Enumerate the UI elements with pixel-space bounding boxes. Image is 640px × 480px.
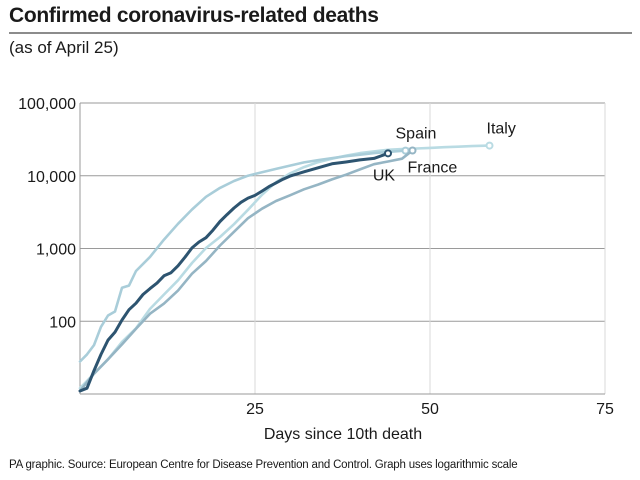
gridlines (80, 102, 606, 394)
series-lines (78, 141, 494, 393)
series-end-marker-italy (485, 141, 494, 150)
axes (79, 103, 605, 395)
x-axis-label: Days since 10th death (264, 426, 422, 443)
series-line-france (78, 149, 414, 393)
y-tick-label: 10,000 (27, 169, 76, 186)
chart-subtitle: (as of April 25) (9, 38, 119, 57)
series-label-italy: Italy (487, 121, 516, 138)
x-tick-label: 50 (421, 401, 439, 418)
chart-title: Confirmed coronavirus-related deaths (9, 4, 379, 27)
y-tick-label: 100,000 (18, 96, 76, 113)
series-end-marker-france (408, 146, 417, 155)
series-label-uk: UK (373, 167, 396, 184)
source-footer: PA graphic. Source: European Centre for … (9, 459, 518, 471)
series-line-uk (78, 151, 390, 393)
series-label-spain: Spain (396, 126, 437, 143)
series-label-france: France (408, 159, 458, 176)
y-tick-label: 1,000 (36, 242, 76, 259)
tick-labels: 100 1,000 10,000 100,000 25 50 75 (18, 96, 614, 418)
series-end-marker-spain (401, 146, 410, 155)
x-tick-label: 75 (596, 401, 614, 418)
x-tick-label: 25 (246, 401, 264, 418)
series-line-spain (78, 149, 407, 363)
series-end-marker-uk (384, 149, 392, 158)
series-labels: Spain Italy UK France (373, 121, 516, 185)
y-tick-label: 100 (49, 314, 76, 331)
